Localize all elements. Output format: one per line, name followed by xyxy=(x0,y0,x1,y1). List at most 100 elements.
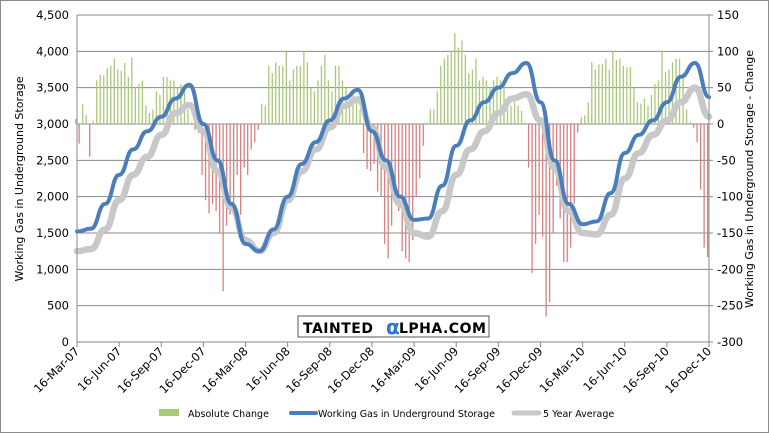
change-bar xyxy=(668,69,670,124)
x-tick-label: 16-Mar-10 xyxy=(536,344,587,395)
right-tick-label: 50 xyxy=(717,81,732,95)
change-bar xyxy=(247,124,249,175)
left-tick-label: 4,500 xyxy=(36,8,69,22)
change-bar xyxy=(489,87,491,124)
left-tick-label: 2,500 xyxy=(36,153,69,167)
change-bar xyxy=(89,124,91,157)
change-bar xyxy=(152,109,154,124)
change-bar xyxy=(317,80,319,124)
x-tick-label: 16-Mar-07 xyxy=(31,344,82,395)
right-tick-label: -150 xyxy=(717,226,743,240)
change-bar xyxy=(208,124,210,214)
change-bar xyxy=(541,124,544,237)
change-bar xyxy=(352,94,354,124)
change-bar xyxy=(131,57,133,124)
left-axis-title: Working Gas in Underground Storage xyxy=(13,76,26,281)
change-bar xyxy=(675,58,677,124)
change-bar xyxy=(327,80,330,124)
change-bar xyxy=(534,124,537,244)
change-bar xyxy=(289,80,291,124)
change-bar xyxy=(398,124,400,212)
change-bar xyxy=(194,124,196,130)
right-tick-label: 150 xyxy=(717,8,739,22)
change-bar xyxy=(510,105,512,124)
change-bar xyxy=(134,87,136,124)
change-bar xyxy=(85,115,87,124)
change-bar xyxy=(204,124,207,201)
change-bar xyxy=(636,102,639,124)
change-bar xyxy=(271,73,273,124)
change-bar xyxy=(552,124,554,233)
change-bar xyxy=(415,124,417,197)
change-bar xyxy=(412,124,414,241)
change-bar xyxy=(429,109,431,124)
change-bar xyxy=(622,65,625,124)
change-bar xyxy=(678,58,681,124)
change-bar xyxy=(570,124,572,248)
change-bar xyxy=(387,124,389,259)
change-bar xyxy=(373,124,375,164)
right-tick-label: 0 xyxy=(717,117,724,131)
change-bar xyxy=(461,40,463,124)
change-bar xyxy=(285,51,287,125)
change-bar xyxy=(654,84,656,124)
change-bar xyxy=(369,124,372,172)
watermark-logo: TAINTED α LPHA.COM xyxy=(297,315,490,339)
change-bar xyxy=(657,80,660,124)
change-bar xyxy=(598,64,600,124)
change-bar xyxy=(103,75,105,124)
change-bar xyxy=(457,47,460,125)
change-bar xyxy=(359,109,361,124)
left-tick-label: 4,000 xyxy=(36,44,69,58)
change-bar xyxy=(664,71,667,124)
change-bar xyxy=(408,124,410,263)
change-bar xyxy=(166,76,168,124)
change-bar xyxy=(120,70,122,124)
change-bar xyxy=(201,124,203,175)
change-bar xyxy=(643,98,646,124)
change-bar xyxy=(173,80,175,124)
change-bar xyxy=(422,124,424,146)
change-bar xyxy=(92,120,94,124)
change-bar xyxy=(299,65,302,124)
change-bar xyxy=(225,124,228,226)
change-bar xyxy=(556,124,558,186)
change-bar xyxy=(661,51,663,125)
change-bar xyxy=(436,91,438,124)
change-bar xyxy=(478,80,481,124)
change-bar xyxy=(341,80,344,124)
change-bar xyxy=(296,65,298,124)
change-bar xyxy=(243,124,245,168)
legend-swatch-change xyxy=(159,409,179,416)
change-bar xyxy=(499,80,502,124)
legend-label-average: 5 Year Average xyxy=(543,409,614,420)
change-bar xyxy=(475,58,477,124)
change-bar xyxy=(619,58,621,124)
left-tick-label: 1,500 xyxy=(36,226,69,240)
change-bar xyxy=(110,65,112,124)
change-bar xyxy=(240,124,242,215)
change-bar xyxy=(629,67,632,124)
change-bar xyxy=(310,87,312,124)
change-bar xyxy=(549,124,551,303)
change-bar xyxy=(75,118,77,124)
x-tick-label: 16-Mar-08 xyxy=(199,344,250,395)
change-bar xyxy=(254,124,256,143)
change-bar xyxy=(331,91,333,124)
change-bar xyxy=(513,102,516,124)
change-bar xyxy=(148,113,151,124)
change-bar xyxy=(78,124,80,144)
change-bar xyxy=(443,58,445,124)
change-bar xyxy=(394,124,396,183)
change-bar xyxy=(454,33,456,124)
change-bar xyxy=(355,102,358,124)
change-bar xyxy=(520,110,523,124)
change-bar xyxy=(426,122,428,124)
change-bar xyxy=(608,69,610,124)
change-bar xyxy=(538,124,540,215)
change-bar xyxy=(99,74,101,124)
change-bar xyxy=(82,104,84,124)
change-bar xyxy=(261,103,263,124)
change-bar xyxy=(96,80,98,124)
